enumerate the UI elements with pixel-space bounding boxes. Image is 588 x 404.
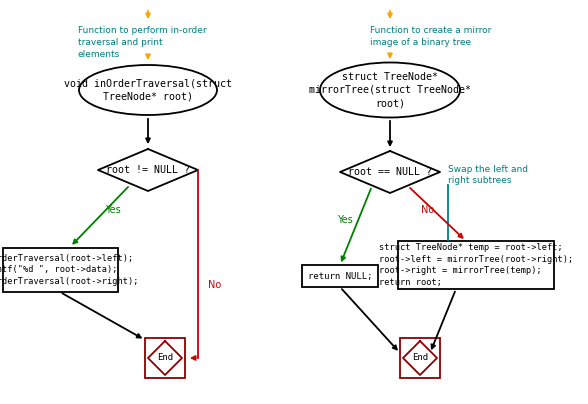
Text: End: End xyxy=(157,354,173,362)
Text: struct TreeNode* temp = root->left;
root->left = mirrorTree(root->right);
root->: struct TreeNode* temp = root->left; root… xyxy=(379,243,573,287)
Bar xyxy=(2,248,118,292)
Text: return NULL;: return NULL; xyxy=(308,271,372,280)
Text: Function to perform in-order
traversal and print
elements: Function to perform in-order traversal a… xyxy=(78,26,206,59)
Text: inOrderTraversal(root->left);
printf("%d ", root->data);
inOrderTraversal(root->: inOrderTraversal(root->left); printf("%d… xyxy=(0,254,139,286)
Text: Function to create a mirror
image of a binary tree: Function to create a mirror image of a b… xyxy=(370,26,492,47)
Text: Yes: Yes xyxy=(337,215,353,225)
Text: root != NULL ?: root != NULL ? xyxy=(106,165,190,175)
Text: root == NULL ?: root == NULL ? xyxy=(348,167,432,177)
Text: Swap the left and
right subtrees: Swap the left and right subtrees xyxy=(448,164,528,185)
Bar xyxy=(145,338,185,378)
Bar xyxy=(302,265,378,287)
Text: void inOrderTraversal(struct
TreeNode* root): void inOrderTraversal(struct TreeNode* r… xyxy=(64,78,232,101)
Text: Yes: Yes xyxy=(105,205,121,215)
Text: No: No xyxy=(208,280,221,290)
Bar xyxy=(400,338,440,378)
Text: No: No xyxy=(422,205,435,215)
Bar xyxy=(398,241,554,289)
Text: struct TreeNode*
mirrorTree(struct TreeNode*
root): struct TreeNode* mirrorTree(struct TreeN… xyxy=(309,72,471,108)
Text: End: End xyxy=(412,354,428,362)
